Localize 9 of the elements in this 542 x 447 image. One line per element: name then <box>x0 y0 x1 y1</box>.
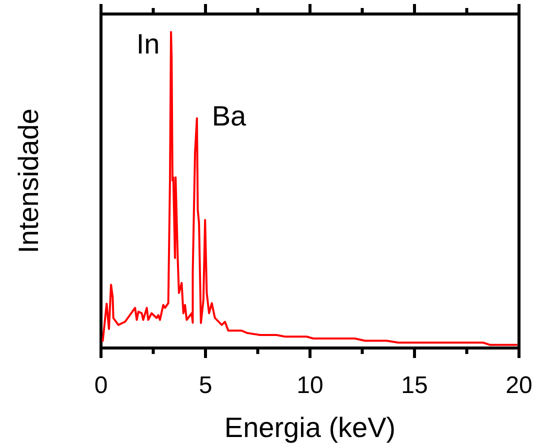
x-tick-label: 20 <box>506 372 532 399</box>
x-axis-title: Energia (keV) <box>224 412 396 443</box>
x-tick-label: 5 <box>198 372 212 399</box>
annotation: Ba <box>212 100 247 132</box>
annotation: In <box>136 28 160 60</box>
x-tick-label: 15 <box>401 372 428 399</box>
y-axis-title: Intensidade <box>13 108 44 254</box>
x-tick-label: 0 <box>94 372 108 399</box>
x-tick-label: 10 <box>296 372 324 399</box>
